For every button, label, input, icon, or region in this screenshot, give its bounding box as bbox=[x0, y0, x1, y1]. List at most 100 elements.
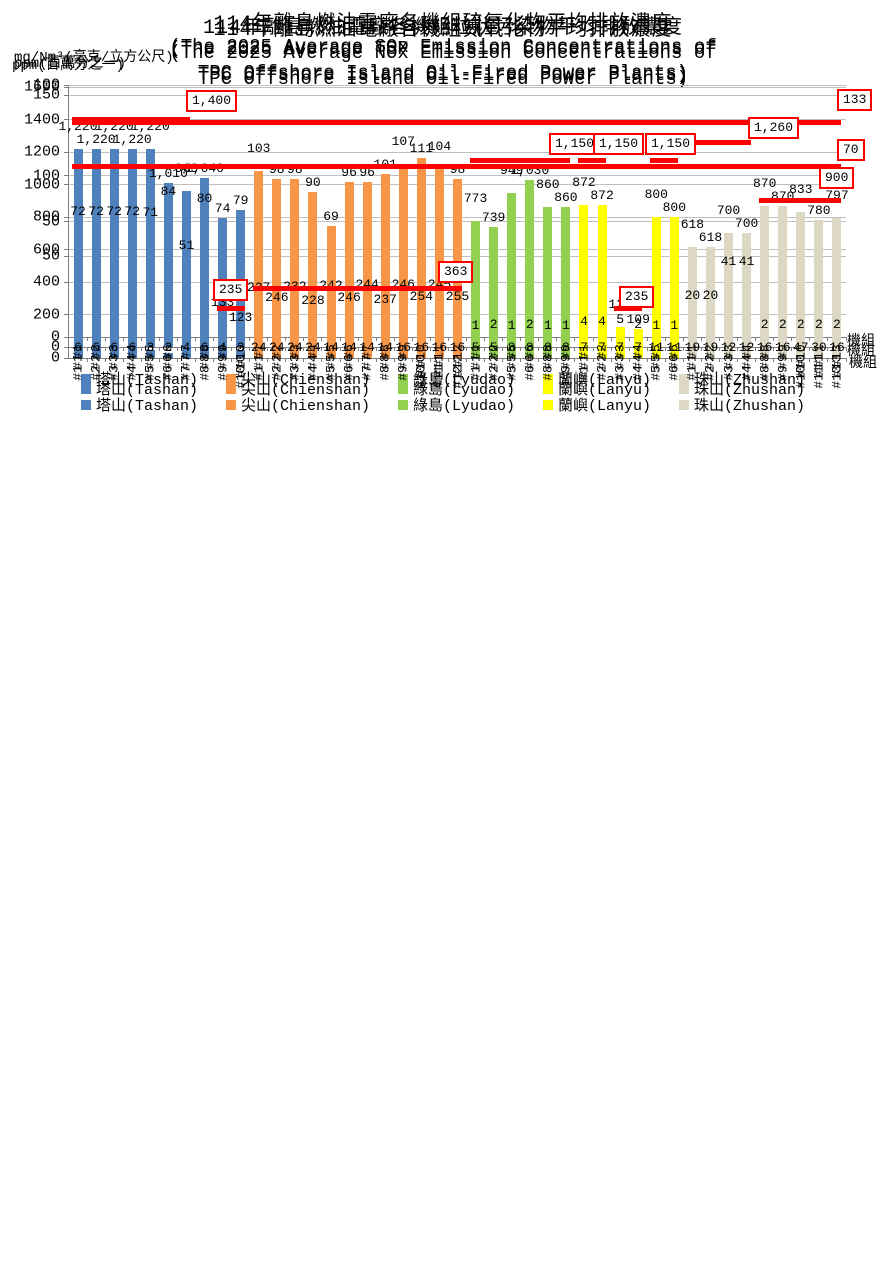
bar-value-label: 700 bbox=[734, 216, 759, 232]
x-axis-tick bbox=[357, 337, 359, 341]
bar-value-label: 3 bbox=[236, 340, 245, 355]
bar-value-label: 8 bbox=[543, 340, 552, 355]
zhushan-bar bbox=[796, 229, 806, 358]
x-axis-unit-tick-label: #8 bbox=[197, 365, 213, 381]
bar-value-label: 12 bbox=[720, 340, 737, 355]
x-axis-tick bbox=[321, 358, 323, 362]
emission-limit-line bbox=[469, 157, 570, 163]
legend-item: 綠島(Lyudao) bbox=[398, 378, 515, 399]
x-axis-tick bbox=[158, 358, 160, 362]
bar-value-label: 14 bbox=[377, 340, 394, 355]
x-axis-tick bbox=[86, 337, 88, 341]
emission-limit-label: 1,150 bbox=[593, 133, 645, 155]
bar-value-label: 72 bbox=[70, 203, 86, 219]
x-axis-tick bbox=[628, 337, 630, 341]
x-axis-tick bbox=[86, 347, 88, 351]
x-axis-tick bbox=[122, 347, 124, 351]
bar-value-label: 19 bbox=[702, 340, 719, 355]
emission-limit-line bbox=[686, 139, 751, 145]
y-axis-tick-label: 0 bbox=[50, 349, 60, 367]
x-axis-tick bbox=[140, 337, 142, 341]
zhushan-bar bbox=[705, 306, 715, 358]
y-axis-tick bbox=[64, 94, 69, 96]
zhushan-bar bbox=[814, 276, 824, 358]
gridline bbox=[69, 94, 846, 96]
bar-value-label: 872 bbox=[572, 175, 596, 191]
chienshan-legend-swatch bbox=[225, 383, 236, 394]
lanyu-bar bbox=[633, 329, 643, 347]
tashan-bar bbox=[91, 148, 101, 347]
bar-value-label: 1 bbox=[670, 318, 679, 334]
x-axis-tick bbox=[737, 347, 739, 351]
legend-label: 珠山(Zhushan) bbox=[694, 382, 806, 399]
x-axis-unit-tick-label: #9 bbox=[215, 365, 231, 381]
bar-value-label: 19 bbox=[684, 340, 701, 355]
bar-value-label: 1 bbox=[562, 318, 570, 334]
tashan-bar bbox=[73, 148, 83, 347]
sox-x-axis-unit-label: 機組 bbox=[847, 334, 875, 350]
tashan-bar bbox=[163, 182, 173, 347]
x-axis-tick bbox=[538, 347, 540, 351]
lanyu-bar bbox=[615, 326, 625, 347]
chienshan-bar bbox=[362, 182, 372, 337]
chienshan-bar bbox=[453, 178, 462, 337]
tashan-bar bbox=[145, 349, 155, 358]
bar-value-label: 700 bbox=[716, 203, 741, 219]
y-axis-tick-label: 150 bbox=[32, 86, 60, 104]
bar-value-label: 24 bbox=[305, 340, 321, 355]
bar-value-label: 72 bbox=[106, 203, 122, 219]
bar-value-label: 47 bbox=[793, 340, 809, 355]
x-axis-unit-tick-label: #13 bbox=[829, 365, 845, 389]
legend-item: 尖山(Chienshan) bbox=[225, 378, 370, 399]
x-axis-unit-tick-label: #9 bbox=[558, 365, 574, 381]
emission-limit-label: 133 bbox=[837, 89, 873, 111]
x-axis-tick bbox=[520, 358, 522, 362]
y-axis-tick bbox=[64, 184, 69, 185]
x-axis-tick bbox=[737, 337, 739, 341]
lanyu-bar bbox=[597, 338, 607, 358]
x-axis-unit-tick-label: #6 bbox=[522, 365, 538, 381]
bar-value-label: 618 bbox=[680, 216, 705, 232]
x-axis-tick bbox=[809, 347, 811, 351]
zhushan-bar bbox=[760, 314, 770, 358]
emission-limit-line bbox=[216, 306, 245, 312]
bar-value-label: 24 bbox=[287, 340, 303, 355]
lanyu-legend-swatch bbox=[543, 383, 554, 394]
zhushan-legend-swatch bbox=[679, 383, 690, 394]
tsp-plot-area: 0 50 100 6 #1 6 #2 6 #3 6 #4 3 #5 2 #6 4 #7 6 #8 4 #9 3 #10 24 #… bbox=[33, 77, 865, 389]
x-axis-tick bbox=[429, 347, 431, 351]
x-axis-tick bbox=[592, 347, 594, 351]
y-axis-tick bbox=[64, 84, 69, 86]
bar-value-label: 107 bbox=[391, 134, 415, 150]
y-axis-tick-label: 100 bbox=[32, 76, 60, 94]
x-axis-tick bbox=[664, 358, 666, 362]
bar-value-label: 41 bbox=[720, 253, 737, 269]
x-axis-tick bbox=[176, 337, 178, 341]
x-axis-tick bbox=[556, 337, 558, 341]
x-axis-tick bbox=[682, 337, 684, 341]
zhushan-bar bbox=[832, 217, 842, 347]
zhushan-bar bbox=[742, 233, 752, 347]
tsp-chart-subtitle-en-1: (The 2025 Average TSP Emission Concentra… bbox=[169, 38, 717, 60]
chienshan-bar bbox=[416, 157, 426, 337]
x-axis-tick bbox=[628, 347, 630, 351]
y-axis-tick bbox=[64, 314, 69, 315]
legend-item: 珠山(Zhushan) bbox=[679, 394, 805, 415]
bar-value-label: 237 bbox=[373, 291, 397, 307]
x-axis-tick bbox=[194, 358, 196, 362]
x-axis-unit-tick-label: #1 bbox=[576, 365, 592, 381]
x-axis-tick bbox=[466, 337, 468, 341]
y-axis-tick-label: 0 bbox=[50, 338, 60, 356]
lyudao-bar bbox=[543, 207, 553, 347]
x-axis-tick bbox=[321, 337, 323, 341]
tashan-bar bbox=[127, 341, 137, 358]
x-axis-tick bbox=[773, 347, 775, 351]
x-axis-unit-tick-label: #3 bbox=[287, 365, 303, 381]
bar-value-label: 51 bbox=[178, 237, 195, 253]
emission-limit-label: 1,260 bbox=[748, 117, 800, 139]
lanyu-bar bbox=[579, 338, 589, 358]
zhushan-bar bbox=[724, 233, 734, 347]
bar-value-label: 618 bbox=[698, 229, 723, 245]
x-axis-tick bbox=[447, 337, 449, 341]
tsp-x-axis-unit-label: 機組 bbox=[849, 356, 877, 372]
